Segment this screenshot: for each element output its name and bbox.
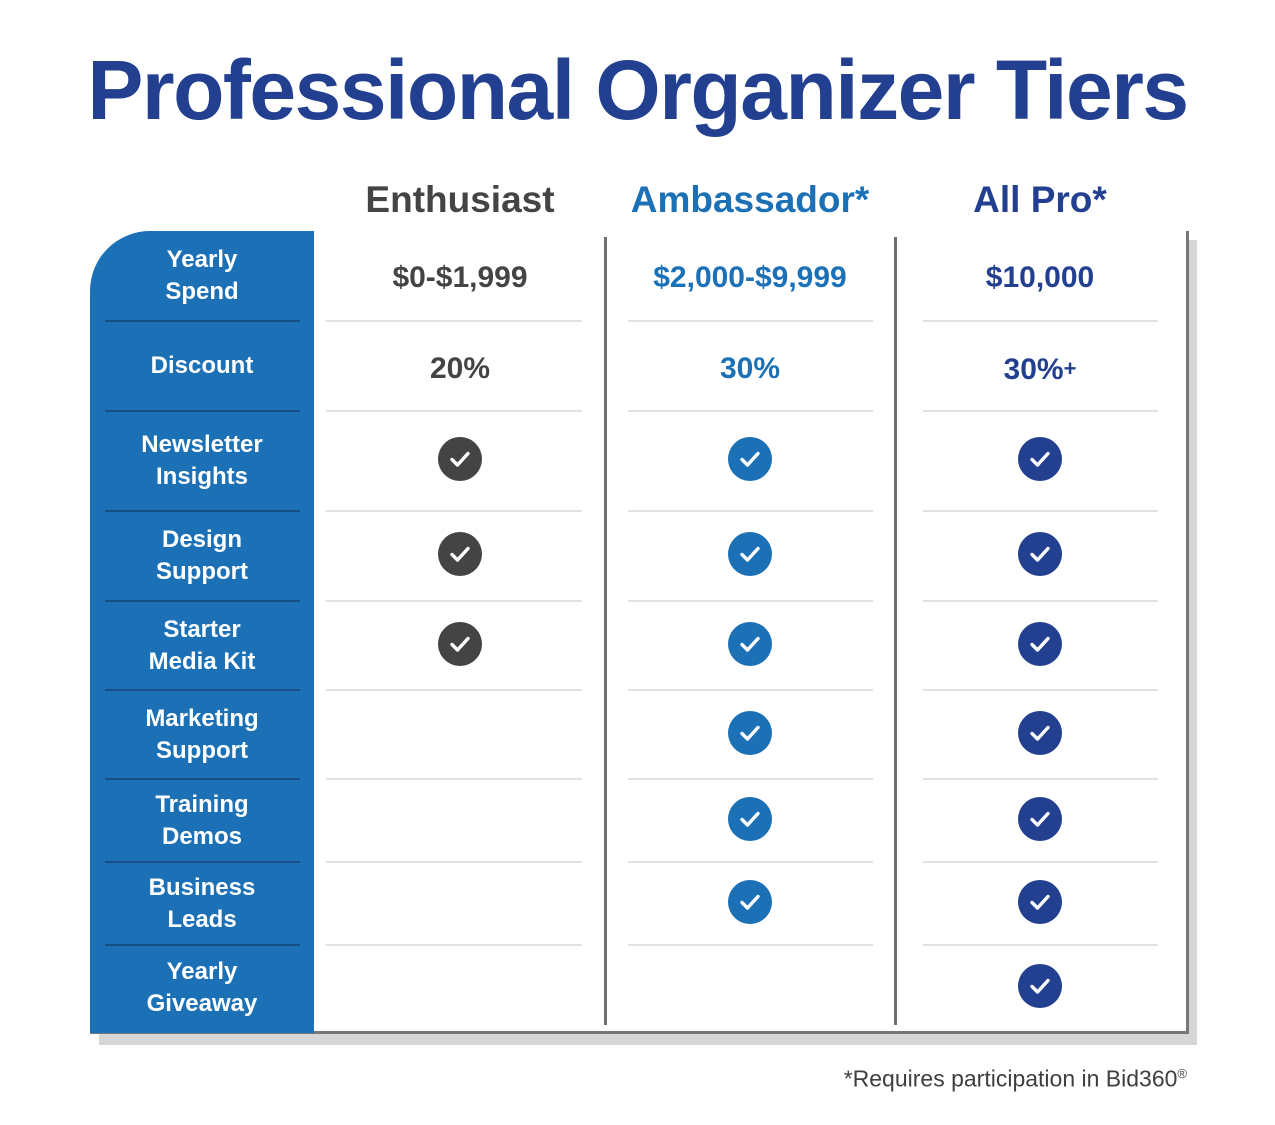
row-divider [923,861,1158,863]
sidebar-divider [105,600,300,602]
column-header-ambassador: Ambassador* [630,179,870,220]
row-label-line: Starter [163,615,241,643]
column-separator [604,237,607,1025]
row-divider [326,410,582,412]
row-divider [923,410,1158,412]
spend-value: $2,000-$9,999 [653,261,847,294]
row-label: Design Support [90,511,314,601]
check-circle-icon [728,879,772,924]
row-divider [326,861,582,863]
row-divider [628,600,873,602]
row-label-line: Marketing [145,704,259,732]
discount-value: 30%+ [1003,353,1077,386]
check-circle-icon [438,621,482,666]
row-label-line: Design [161,526,242,553]
column-separator [894,237,897,1025]
row-label-line: Business [148,873,256,901]
check-circle-icon [1018,437,1062,481]
row-divider [326,944,582,946]
sidebar-divider [105,944,300,946]
row-divider [923,689,1158,691]
row-divider [628,689,873,691]
row-divider [326,778,582,780]
row-label: Marketing Support [90,690,314,779]
sidebar-divider [105,689,300,691]
row-label-line: Support [156,736,248,764]
row-label: Training Demos [90,779,314,862]
row-label-line: Newsletter [141,431,263,458]
check-circle-icon [728,710,772,755]
sidebar-divider [105,778,300,780]
row-divider [628,410,873,412]
row-label: Discount [90,321,314,411]
registered-mark: ® [1177,1066,1187,1081]
spend-value: $0-$1,999 [392,261,528,294]
page-title: Professional Organizer Tiers [87,43,1189,137]
row-divider [326,600,582,602]
row-divider [923,510,1158,512]
row-divider [628,944,873,946]
sidebar-divider [105,861,300,863]
check-circle-icon [728,621,772,666]
column-header-enthusiast: Enthusiast [365,179,555,220]
row-label: Yearly Giveaway [90,945,314,1031]
spend-value: $10,000 [985,261,1095,294]
row-label-line: Yearly [166,958,238,985]
check-circle-icon [1018,879,1062,924]
row-divider [923,320,1158,322]
row-label-line: Discount [150,352,254,379]
row-label-line: Demos [161,822,243,850]
check-circle-icon [1018,796,1062,841]
row-label-line: Training [155,790,249,818]
check-circle-icon [728,532,772,576]
row-label: Business Leads [90,862,314,945]
row-label-line: Media Kit [148,647,256,675]
check-circle-icon [1018,710,1062,755]
row-divider [326,320,582,322]
row-label-line: Yearly [166,246,238,273]
row-divider [923,944,1158,946]
row-divider [628,778,873,780]
check-circle-icon [728,796,772,841]
check-circle-icon [438,437,482,481]
row-label-line: Spend [165,278,239,305]
footnote-text: *Requires participation in Bid360 [843,1065,1178,1092]
row-label: Yearly Spend [90,231,314,321]
discount-value: 20% [429,352,491,385]
footnote: *Requires participation in Bid360® [844,1058,1187,1095]
discount-value: 30% [719,352,781,385]
sidebar-divider [105,510,300,512]
row-divider [628,320,873,322]
sidebar-divider [105,410,300,412]
row-divider [326,510,582,512]
row-divider [628,861,873,863]
check-circle-icon [1018,532,1062,576]
row-divider [628,510,873,512]
column-header-all-pro: All Pro* [973,179,1107,220]
row-label-line: Leads [167,905,237,933]
feature-sidebar [90,231,314,1033]
check-circle-icon [438,532,482,576]
check-circle-icon [1018,621,1062,666]
row-divider [923,778,1158,780]
row-label-line: Giveaway [146,990,258,1017]
check-circle-icon [728,437,772,481]
row-label-line: Insights [155,463,248,490]
row-divider [923,600,1158,602]
row-label-line: Support [156,558,248,585]
row-label: Starter Media Kit [90,601,314,690]
check-circle-icon [1018,964,1062,1008]
row-label: Newsletter Insights [90,411,314,511]
row-divider [326,689,582,691]
sidebar-divider [105,320,300,322]
